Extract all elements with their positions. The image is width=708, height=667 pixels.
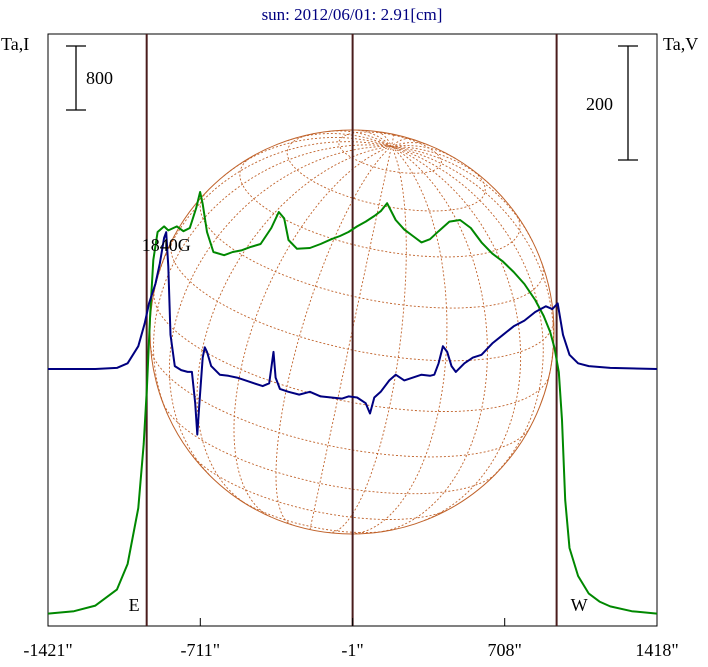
- longitude-line: [391, 138, 410, 147]
- series-layer: [47, 191, 658, 615]
- limb-label-e: E: [129, 595, 140, 615]
- longitude-line: [377, 131, 392, 147]
- left-scale-label: 800: [86, 68, 113, 88]
- right-axis-label: Ta,V: [663, 34, 698, 54]
- longitude-line: [391, 145, 544, 483]
- scale-bars: 800 200: [66, 45, 638, 161]
- longitude-line: [168, 145, 392, 475]
- latitude-line: [338, 131, 442, 174]
- latitude-line: [239, 499, 387, 534]
- right-scale-label: 200: [586, 94, 613, 114]
- longitude-line: [391, 142, 429, 147]
- longitude-line: [153, 141, 392, 291]
- longitude-line: [391, 134, 395, 147]
- latitude-line: [239, 155, 521, 258]
- longitude-line: [391, 145, 533, 242]
- latitude-line: [286, 133, 486, 212]
- limb-label-w: W: [571, 595, 588, 615]
- annotation-label: 1840G: [142, 235, 191, 255]
- longitude-line: [328, 130, 392, 147]
- longitude-line: [309, 146, 392, 530]
- x-tick-label: -1": [341, 640, 363, 660]
- latitude-line: [170, 239, 554, 362]
- vertical-lines: [145, 34, 558, 626]
- longitude-line: [391, 145, 489, 184]
- x-axis-ticks: -1421" -711" -1" 708" 1418": [23, 618, 679, 660]
- longitude-line: [233, 145, 392, 518]
- longitude-line: [328, 146, 407, 534]
- longitude-line: [287, 133, 392, 147]
- x-tick-label: -1421": [23, 640, 72, 660]
- longitude-line: [223, 137, 392, 177]
- longitude-line: [391, 145, 522, 521]
- latitude-line: [191, 455, 448, 520]
- chart-labels: E W 1840G: [129, 235, 588, 615]
- solar-disk-grid: [149, 129, 555, 535]
- longitude-line: [391, 145, 554, 375]
- longitude-line: [275, 145, 392, 526]
- longitude-line: [196, 145, 392, 503]
- longitude-line: [153, 144, 392, 414]
- longitude-line: [357, 129, 392, 147]
- latitude-line: [163, 404, 495, 495]
- latitude-line: [199, 191, 544, 309]
- series-line-polarization: [48, 231, 658, 436]
- series-line-intensity: [47, 191, 658, 615]
- left-axis-label: Ta,I: [1, 34, 29, 54]
- x-tick-label: 1418": [635, 640, 678, 660]
- longitude-line: [351, 145, 448, 535]
- longitude-line: [382, 145, 488, 532]
- chart-title: sun: 2012/06/01: 2.91[cm]: [262, 5, 443, 24]
- x-tick-label: -711": [180, 640, 220, 660]
- x-tick-label: 708": [488, 640, 522, 660]
- latitude-line: [150, 346, 531, 458]
- longitude-line: [391, 145, 456, 159]
